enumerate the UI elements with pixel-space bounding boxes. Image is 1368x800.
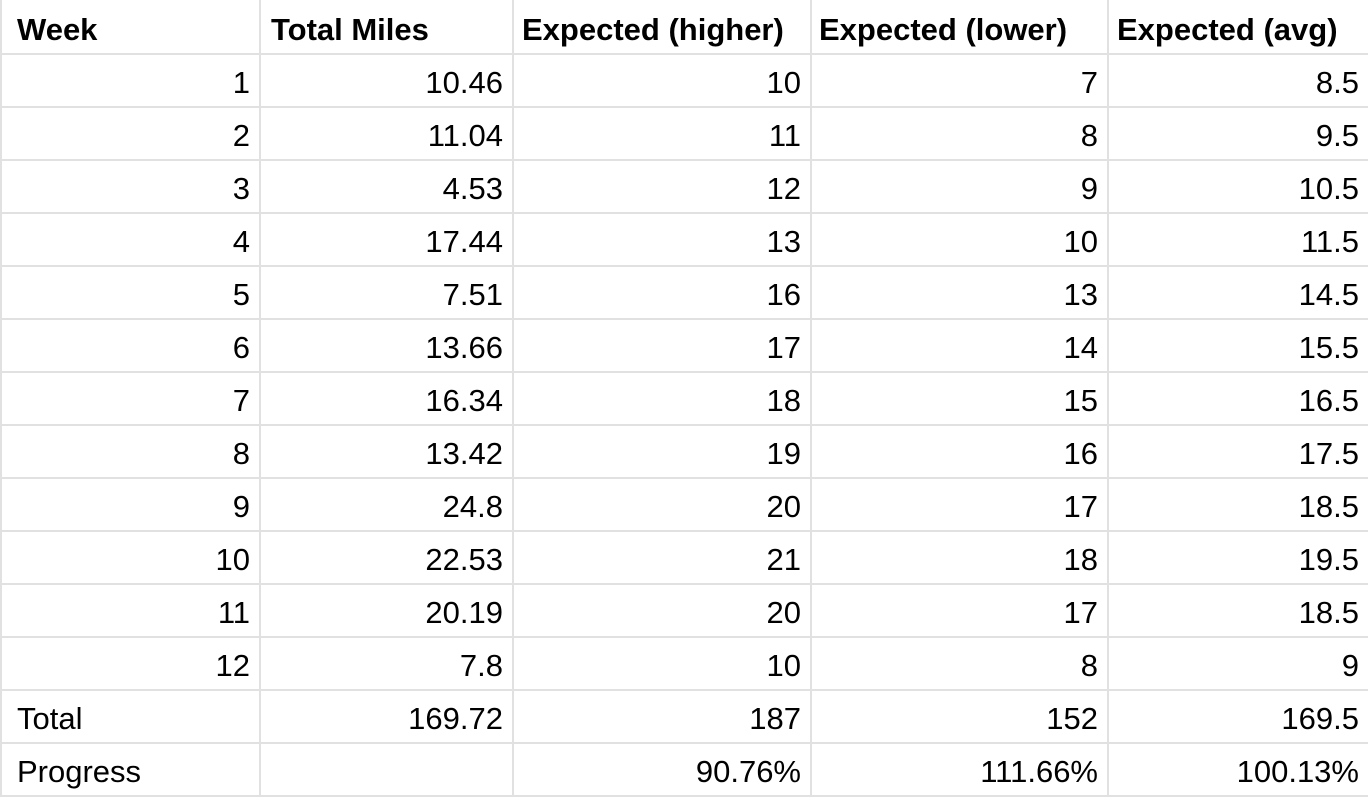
cell-expected-avg[interactable]: 16.5 (1107, 371, 1368, 426)
cell-total-miles[interactable]: 7.51 (259, 265, 514, 320)
progress-row-cell-total-miles[interactable] (259, 742, 514, 797)
cell-expected-higher[interactable]: 12 (512, 159, 812, 214)
cell-expected-avg[interactable]: 10.5 (1107, 159, 1368, 214)
cell-total-miles[interactable]: 10.46 (259, 53, 514, 108)
cell-expected-higher[interactable]: 11 (512, 106, 812, 161)
progress-row-cell-expected-avg[interactable]: 100.13% (1107, 742, 1368, 797)
cell-total-miles[interactable]: 4.53 (259, 159, 514, 214)
cell-expected-avg[interactable]: 17.5 (1107, 424, 1368, 479)
table-row: 9 24.8 20 17 18.5 (0, 477, 1368, 532)
header-expected-lower[interactable]: Expected (lower) (810, 0, 1109, 55)
cell-expected-lower[interactable]: 18 (810, 530, 1109, 585)
table-row: 1 10.46 10 7 8.5 (0, 53, 1368, 108)
table-row: 10 22.53 21 18 19.5 (0, 530, 1368, 585)
progress-row-cell-expected-lower[interactable]: 111.66% (810, 742, 1109, 797)
cell-week[interactable]: 3 (0, 159, 261, 214)
cell-expected-lower[interactable]: 9 (810, 159, 1109, 214)
table-row: 3 4.53 12 9 10.5 (0, 159, 1368, 214)
cell-week[interactable]: 2 (0, 106, 261, 161)
cell-expected-lower[interactable]: 10 (810, 212, 1109, 267)
cell-total-miles[interactable]: 24.8 (259, 477, 514, 532)
cell-total-miles[interactable]: 13.66 (259, 318, 514, 373)
cell-expected-lower[interactable]: 17 (810, 477, 1109, 532)
cell-total-miles[interactable]: 16.34 (259, 371, 514, 426)
cell-week[interactable]: 10 (0, 530, 261, 585)
cell-week[interactable]: 6 (0, 318, 261, 373)
cell-expected-higher[interactable]: 20 (512, 477, 812, 532)
header-row: Week Total Miles Expected (higher) Expec… (0, 0, 1368, 55)
header-week[interactable]: Week (0, 0, 261, 55)
total-row-cell-total-miles[interactable]: 169.72 (259, 689, 514, 744)
cell-week[interactable]: 11 (0, 583, 261, 638)
progress-row: Progress 90.76% 111.66% 100.13% (0, 742, 1368, 797)
table-row: 11 20.19 20 17 18.5 (0, 583, 1368, 638)
cell-total-miles[interactable]: 7.8 (259, 636, 514, 691)
cell-expected-avg[interactable]: 15.5 (1107, 318, 1368, 373)
cell-expected-higher[interactable]: 17 (512, 318, 812, 373)
header-expected-avg[interactable]: Expected (avg) (1107, 0, 1368, 55)
progress-row-cell-week[interactable]: Progress (0, 742, 261, 797)
cell-week[interactable]: 1 (0, 53, 261, 108)
progress-row-cell-expected-higher[interactable]: 90.76% (512, 742, 812, 797)
cell-expected-lower[interactable]: 8 (810, 106, 1109, 161)
cell-expected-higher[interactable]: 18 (512, 371, 812, 426)
cell-expected-avg[interactable]: 14.5 (1107, 265, 1368, 320)
cell-expected-higher[interactable]: 16 (512, 265, 812, 320)
cell-total-miles[interactable]: 13.42 (259, 424, 514, 479)
cell-total-miles[interactable]: 11.04 (259, 106, 514, 161)
cell-expected-lower[interactable]: 13 (810, 265, 1109, 320)
cell-expected-avg[interactable]: 19.5 (1107, 530, 1368, 585)
cell-expected-lower[interactable]: 17 (810, 583, 1109, 638)
cell-expected-avg[interactable]: 11.5 (1107, 212, 1368, 267)
cell-week[interactable]: 4 (0, 212, 261, 267)
total-row-cell-expected-lower[interactable]: 152 (810, 689, 1109, 744)
header-total-miles[interactable]: Total Miles (259, 0, 514, 55)
cell-expected-lower[interactable]: 8 (810, 636, 1109, 691)
table-row: 4 17.44 13 10 11.5 (0, 212, 1368, 267)
total-row-cell-expected-avg[interactable]: 169.5 (1107, 689, 1368, 744)
cell-expected-lower[interactable]: 7 (810, 53, 1109, 108)
cell-expected-lower[interactable]: 15 (810, 371, 1109, 426)
cell-expected-higher[interactable]: 20 (512, 583, 812, 638)
table-row: 5 7.51 16 13 14.5 (0, 265, 1368, 320)
cell-expected-avg[interactable]: 9.5 (1107, 106, 1368, 161)
cell-expected-avg[interactable]: 8.5 (1107, 53, 1368, 108)
total-row-cell-expected-higher[interactable]: 187 (512, 689, 812, 744)
cell-total-miles[interactable]: 20.19 (259, 583, 514, 638)
table-row: 6 13.66 17 14 15.5 (0, 318, 1368, 373)
table-row: 7 16.34 18 15 16.5 (0, 371, 1368, 426)
cell-expected-lower[interactable]: 16 (810, 424, 1109, 479)
header-expected-higher[interactable]: Expected (higher) (512, 0, 812, 55)
cell-expected-higher[interactable]: 21 (512, 530, 812, 585)
cell-week[interactable]: 9 (0, 477, 261, 532)
table-row: 2 11.04 11 8 9.5 (0, 106, 1368, 161)
cell-total-miles[interactable]: 17.44 (259, 212, 514, 267)
table-row: 8 13.42 19 16 17.5 (0, 424, 1368, 479)
cell-week[interactable]: 7 (0, 371, 261, 426)
cell-expected-avg[interactable]: 18.5 (1107, 477, 1368, 532)
table-row: 12 7.8 10 8 9 (0, 636, 1368, 691)
cell-expected-lower[interactable]: 14 (810, 318, 1109, 373)
total-row: Total 169.72 187 152 169.5 (0, 689, 1368, 744)
cell-week[interactable]: 12 (0, 636, 261, 691)
cell-expected-avg[interactable]: 18.5 (1107, 583, 1368, 638)
cell-expected-avg[interactable]: 9 (1107, 636, 1368, 691)
cell-expected-higher[interactable]: 19 (512, 424, 812, 479)
cell-expected-higher[interactable]: 10 (512, 636, 812, 691)
total-row-cell-week[interactable]: Total (0, 689, 261, 744)
cell-total-miles[interactable]: 22.53 (259, 530, 514, 585)
cell-expected-higher[interactable]: 10 (512, 53, 812, 108)
cell-expected-higher[interactable]: 13 (512, 212, 812, 267)
cell-week[interactable]: 5 (0, 265, 261, 320)
cell-week[interactable]: 8 (0, 424, 261, 479)
